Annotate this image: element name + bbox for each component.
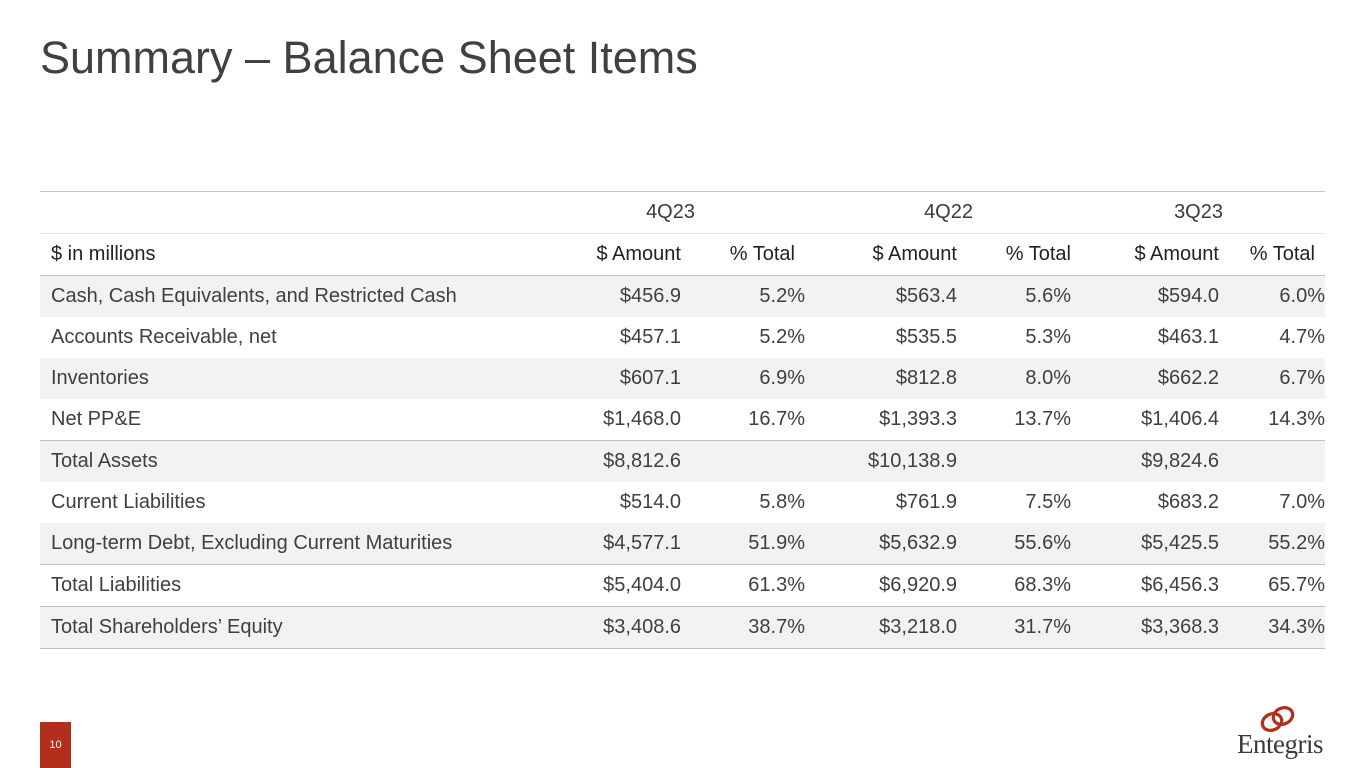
- col-header-amount: $ Amount: [1071, 233, 1231, 276]
- amount-cell: $607.1: [550, 358, 693, 399]
- percent-cell: 5.2%: [759, 326, 805, 348]
- percent-cell: 8.0%: [969, 358, 1071, 399]
- percent-cell: 55.6%: [969, 523, 1071, 565]
- col-header-amount: $ Amount: [550, 233, 693, 276]
- percent-cell: 16.7%: [748, 408, 805, 430]
- row-label: Cash, Cash Equivalents, and Restricted C…: [40, 275, 550, 317]
- percent-cell: 68.3%: [969, 564, 1071, 607]
- table-row: Accounts Receivable, net $457.1 5.2% $53…: [40, 317, 1325, 358]
- logo-rings-icon: [1260, 706, 1295, 732]
- row-label: Net PP&E: [51, 408, 142, 430]
- amount-cell: $6,456.3: [1071, 564, 1231, 607]
- percent-cell: [969, 440, 1071, 482]
- row-label: Accounts Receivable, net: [51, 326, 277, 348]
- amount-cell: $5,425.5: [1071, 523, 1231, 565]
- period-header-4q22: 4Q22: [805, 191, 1071, 234]
- col-header-amount: $ Amount: [805, 233, 969, 276]
- period-header-blank: [40, 191, 550, 234]
- amount-cell: $683.2: [1157, 491, 1219, 513]
- percent-cell: [693, 440, 805, 482]
- amount-cell: $9,824.6: [1071, 440, 1231, 482]
- column-header-row: $ in millions $ Amount % Total $ Amount …: [40, 233, 1325, 276]
- amount-cell: $8,812.6: [550, 440, 693, 482]
- percent-cell: 7.0%: [1279, 491, 1325, 513]
- table-row: Total Shareholders’ Equity $3,408.6 38.7…: [40, 606, 1325, 649]
- row-label: Total Assets: [40, 440, 550, 482]
- percent-cell: 5.6%: [969, 275, 1071, 317]
- percent-cell: 7.5%: [1025, 491, 1071, 513]
- col-header-percent: % Total: [969, 233, 1071, 276]
- row-label: Long-term Debt, Excluding Current Maturi…: [40, 523, 550, 565]
- amount-cell: $535.5: [895, 326, 957, 348]
- percent-cell: 14.3%: [1268, 408, 1325, 430]
- amount-cell: $3,218.0: [805, 606, 969, 649]
- table-row: Total Assets $8,812.6 $10,138.9 $9,824.6: [40, 440, 1325, 482]
- page-number: 10: [40, 722, 71, 768]
- percent-cell: 4.7%: [1279, 326, 1325, 348]
- table-row: Long-term Debt, Excluding Current Maturi…: [40, 523, 1325, 565]
- table-row: Current Liabilities $514.0 5.8% $761.9 7…: [40, 482, 1325, 523]
- percent-cell: 6.9%: [693, 358, 805, 399]
- percent-cell: 31.7%: [969, 606, 1071, 649]
- col-header-percent: % Total: [693, 233, 805, 276]
- percent-cell: 5.3%: [1025, 326, 1071, 348]
- percent-cell: 51.9%: [693, 523, 805, 565]
- amount-cell: $812.8: [805, 358, 969, 399]
- percent-cell: 13.7%: [1014, 408, 1071, 430]
- amount-cell: $1,468.0: [603, 408, 681, 430]
- amount-cell: $463.1: [1157, 326, 1219, 348]
- percent-cell: 6.7%: [1231, 358, 1325, 399]
- table-row: Inventories $607.1 6.9% $812.8 8.0% $662…: [40, 358, 1325, 399]
- row-label: Inventories: [40, 358, 550, 399]
- amount-cell: $457.1: [619, 326, 681, 348]
- period-header-4q23: 4Q23: [550, 191, 805, 234]
- amount-cell: $563.4: [805, 275, 969, 317]
- col-header-percent: % Total: [1231, 233, 1325, 276]
- table-row: Net PP&E $1,468.0 16.7% $1,393.3 13.7% $…: [40, 399, 1325, 441]
- row-label: Total Shareholders’ Equity: [40, 606, 550, 649]
- percent-cell: [1231, 440, 1325, 482]
- amount-cell: $1,393.3: [879, 408, 957, 430]
- row-label: Total Liabilities: [40, 564, 550, 607]
- balance-sheet-table: 4Q23 4Q22 3Q23 $ in millions $ Amount % …: [40, 191, 1325, 649]
- amount-cell: $456.9: [550, 275, 693, 317]
- amount-cell: $1,406.4: [1141, 408, 1219, 430]
- slide-title: Summary – Balance Sheet Items: [40, 32, 698, 83]
- row-header-label: $ in millions: [40, 233, 550, 276]
- percent-cell: 34.3%: [1231, 606, 1325, 649]
- entegris-logo: Entegris: [1237, 705, 1329, 760]
- percent-cell: 55.2%: [1231, 523, 1325, 565]
- amount-cell: $594.0: [1071, 275, 1231, 317]
- amount-cell: $761.9: [895, 491, 957, 513]
- period-header-row: 4Q23 4Q22 3Q23: [40, 191, 1325, 234]
- amount-cell: $4,577.1: [550, 523, 693, 565]
- percent-cell: 6.0%: [1231, 275, 1325, 317]
- percent-cell: 61.3%: [693, 564, 805, 607]
- amount-cell: $3,368.3: [1071, 606, 1231, 649]
- amount-cell: $514.0: [619, 491, 681, 513]
- amount-cell: $3,408.6: [550, 606, 693, 649]
- table-row: Total Liabilities $5,404.0 61.3% $6,920.…: [40, 564, 1325, 607]
- percent-cell: 5.8%: [759, 491, 805, 513]
- period-header-3q23: 3Q23: [1071, 191, 1325, 234]
- row-label: Current Liabilities: [51, 491, 206, 513]
- amount-cell: $10,138.9: [805, 440, 969, 482]
- amount-cell: $6,920.9: [805, 564, 969, 607]
- percent-cell: 65.7%: [1231, 564, 1325, 607]
- amount-cell: $662.2: [1071, 358, 1231, 399]
- table-row: Cash, Cash Equivalents, and Restricted C…: [40, 275, 1325, 317]
- logo-wordmark: Entegris: [1237, 729, 1323, 759]
- percent-cell: 5.2%: [693, 275, 805, 317]
- percent-cell: 38.7%: [693, 606, 805, 649]
- amount-cell: $5,404.0: [550, 564, 693, 607]
- amount-cell: $5,632.9: [805, 523, 969, 565]
